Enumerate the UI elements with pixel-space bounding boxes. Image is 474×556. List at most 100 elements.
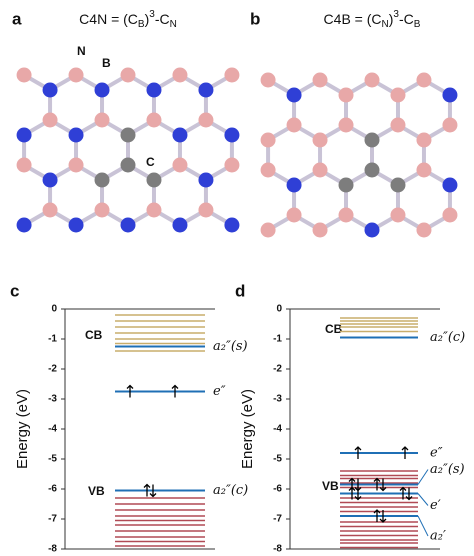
- spin-arrow: [373, 477, 381, 491]
- band-label: CB: [325, 322, 343, 336]
- atom: [146, 82, 162, 98]
- state-label: a₂″(c): [430, 330, 465, 345]
- atom: [260, 222, 276, 238]
- state-label: e′: [430, 498, 441, 513]
- pointer: [417, 469, 429, 485]
- y-tick-label: -4: [273, 424, 282, 435]
- y-tick-label: 0: [276, 304, 282, 315]
- atom: [364, 72, 380, 88]
- atom: [390, 117, 406, 133]
- atom: [198, 82, 214, 98]
- atom: [68, 127, 84, 143]
- atom: [416, 72, 432, 88]
- y-tick-label: -5: [273, 454, 282, 465]
- atom: [312, 72, 328, 88]
- y-tick-label: -2: [48, 364, 57, 375]
- atom: [286, 87, 302, 103]
- y-tick-label: -8: [48, 544, 57, 555]
- atom: [286, 177, 302, 193]
- y-tick-label: -8: [273, 544, 282, 555]
- spin-arrow: [354, 487, 362, 501]
- y-axis-label: Energy (eV): [239, 389, 256, 469]
- y-tick-label: -2: [273, 364, 282, 375]
- spin-arrow: [126, 384, 134, 398]
- atom: [172, 157, 188, 173]
- spin-arrow: [149, 484, 157, 498]
- atom: [312, 162, 328, 178]
- atom: [338, 177, 354, 193]
- band-label: VB: [322, 479, 339, 493]
- atom: [416, 132, 432, 148]
- title-part: 3: [149, 9, 155, 20]
- atom: [172, 127, 188, 143]
- state-label: e″: [430, 446, 443, 461]
- atom: [120, 217, 136, 233]
- atom: [68, 67, 84, 83]
- atom: [442, 177, 458, 193]
- atom: [42, 172, 58, 188]
- spin-arrow: [405, 487, 413, 501]
- title-part: C4B = (C: [324, 11, 382, 27]
- spin-arrow: [171, 384, 179, 398]
- atom: [390, 87, 406, 103]
- atom: [364, 132, 380, 148]
- atom: [42, 82, 58, 98]
- state-label: a₂″(s): [430, 462, 465, 477]
- atom: [416, 222, 432, 238]
- title-part: 3: [393, 9, 399, 20]
- title-part: N: [382, 19, 389, 30]
- state-label: a₂″(s): [213, 339, 248, 354]
- title-part: C4N = (C: [79, 11, 138, 27]
- atom: [312, 132, 328, 148]
- state-label: a₂″(c): [213, 483, 248, 498]
- atom: [42, 202, 58, 218]
- spin-arrow: [379, 510, 387, 523]
- band-label: VB: [88, 484, 105, 498]
- atom: [146, 172, 162, 188]
- atom: [286, 207, 302, 223]
- atom-label: N: [77, 44, 86, 58]
- y-tick-label: -5: [48, 454, 57, 465]
- spin-arrow: [354, 446, 362, 459]
- spin-arrow: [143, 483, 151, 497]
- atom: [146, 202, 162, 218]
- atom: [286, 117, 302, 133]
- y-tick-label: -1: [48, 334, 57, 345]
- title-part: N: [170, 19, 177, 30]
- pointer: [417, 515, 429, 537]
- y-axis-label: Energy (eV): [14, 389, 31, 469]
- spin-arrow: [401, 446, 409, 459]
- atom: [16, 217, 32, 233]
- atom-label: C: [146, 155, 155, 169]
- atom: [260, 132, 276, 148]
- atom: [94, 112, 110, 128]
- atom: [442, 87, 458, 103]
- atom: [260, 162, 276, 178]
- title-part: -C: [399, 11, 414, 27]
- y-tick-label: -1: [273, 334, 282, 345]
- y-tick-label: -7: [48, 514, 57, 525]
- y-tick-label: -6: [273, 484, 282, 495]
- panel-title: C4N = (CB)3-CN: [79, 9, 177, 30]
- y-tick-label: -4: [48, 424, 57, 435]
- atom: [16, 67, 32, 83]
- spin-arrow: [348, 486, 356, 500]
- atom: [224, 127, 240, 143]
- atom: [198, 202, 214, 218]
- atom: [364, 222, 380, 238]
- title-part: -C: [155, 11, 170, 27]
- atom: [68, 217, 84, 233]
- atom: [224, 67, 240, 83]
- spin-arrow: [399, 486, 407, 500]
- atom: [338, 87, 354, 103]
- panel-label: d: [235, 281, 245, 300]
- atom: [338, 207, 354, 223]
- atom: [442, 207, 458, 223]
- atom: [16, 157, 32, 173]
- state-label: e″: [213, 384, 226, 399]
- state-label: a₂′: [430, 529, 446, 544]
- atom: [198, 112, 214, 128]
- panel-title: C4B = (CN)3-CB: [324, 9, 421, 30]
- atom: [198, 172, 214, 188]
- y-tick-label: -3: [48, 394, 57, 405]
